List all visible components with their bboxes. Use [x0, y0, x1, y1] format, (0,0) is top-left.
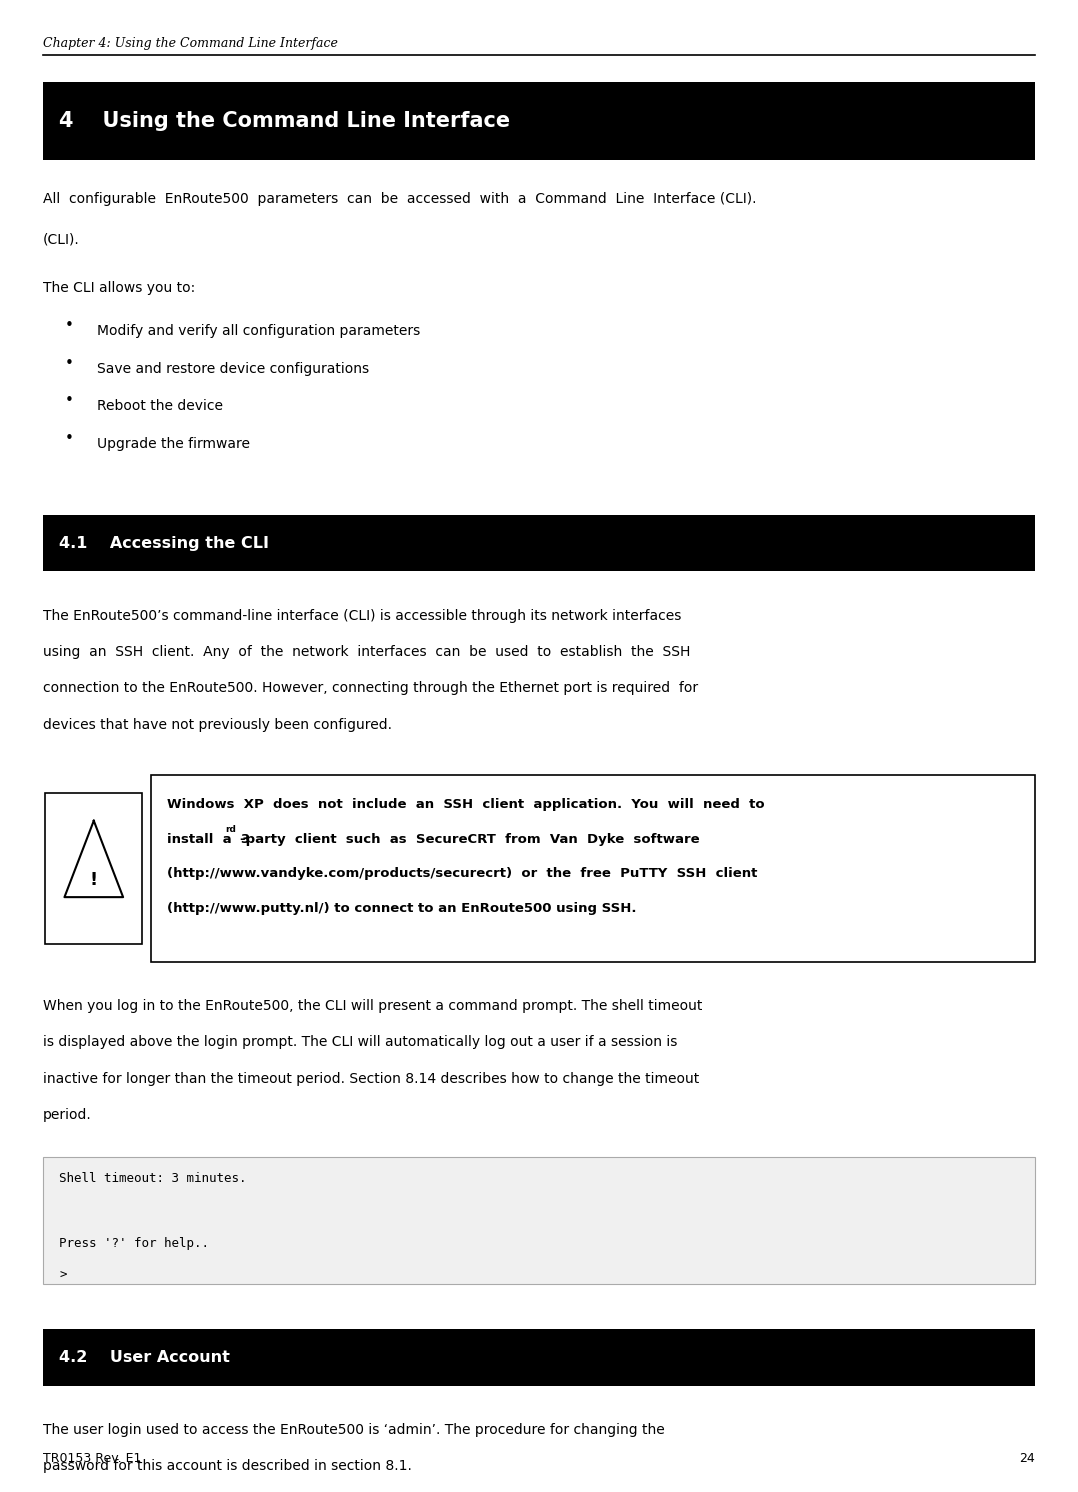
Text: -party  client  such  as  SecureCRT  from  Van  Dyke  software: -party client such as SecureCRT from Van… [240, 833, 700, 846]
Text: •: • [65, 318, 73, 333]
Text: Windows  XP  does  not  include  an  SSH  client  application.  You  will  need : Windows XP does not include an SSH clien… [167, 798, 764, 810]
FancyBboxPatch shape [151, 776, 1035, 962]
Text: 4.2    User Account: 4.2 User Account [59, 1350, 231, 1365]
Text: The user login used to access the EnRoute500 is ‘admin’. The procedure for chang: The user login used to access the EnRout… [43, 1423, 665, 1437]
FancyBboxPatch shape [43, 1329, 1035, 1386]
Text: Upgrade the firmware: Upgrade the firmware [97, 437, 250, 451]
Text: All  configurable  EnRoute500  parameters  can  be  accessed  with  a  Command  : All configurable EnRoute500 parameters c… [43, 192, 757, 206]
Text: using  an  SSH  client.  Any  of  the  network  interfaces  can  be  used  to  e: using an SSH client. Any of the network … [43, 645, 691, 659]
Text: password for this account is described in section 8.1.: password for this account is described i… [43, 1459, 412, 1473]
FancyBboxPatch shape [43, 82, 1035, 160]
FancyBboxPatch shape [43, 1158, 1035, 1285]
Text: is displayed above the login prompt. The CLI will automatically log out a user i: is displayed above the login prompt. The… [43, 1035, 677, 1049]
Text: (http://www.vandyke.com/products/securecrt)  or  the  free  PuTTY  SSH  client: (http://www.vandyke.com/products/securec… [167, 867, 758, 880]
Text: The EnRoute500’s command-line interface (CLI) is accessible through its network : The EnRoute500’s command-line interface … [43, 609, 681, 622]
Text: 4.1    Accessing the CLI: 4.1 Accessing the CLI [59, 536, 270, 551]
Text: Reboot the device: Reboot the device [97, 400, 223, 413]
Text: devices that have not previously been configured.: devices that have not previously been co… [43, 718, 392, 731]
Text: The CLI allows you to:: The CLI allows you to: [43, 280, 195, 295]
Text: install  a  3: install a 3 [167, 833, 250, 846]
Text: !: ! [89, 871, 98, 889]
Text: Press '?' for help..: Press '?' for help.. [59, 1237, 209, 1250]
Text: >: > [59, 1270, 67, 1282]
Text: inactive for longer than the timeout period. Section 8.14 describes how to chang: inactive for longer than the timeout per… [43, 1071, 700, 1086]
Text: •: • [65, 355, 73, 370]
Polygon shape [65, 821, 123, 897]
Text: 4    Using the Command Line Interface: 4 Using the Command Line Interface [59, 110, 510, 131]
Text: (CLI).: (CLI). [43, 233, 80, 246]
Text: rd: rd [225, 825, 236, 834]
Text: When you log in to the EnRoute500, the CLI will present a command prompt. The sh: When you log in to the EnRoute500, the C… [43, 1000, 703, 1013]
Text: •: • [65, 394, 73, 409]
Text: •: • [65, 431, 73, 446]
FancyBboxPatch shape [45, 794, 142, 944]
Text: Shell timeout: 3 minutes.: Shell timeout: 3 minutes. [59, 1173, 247, 1186]
Text: Chapter 4: Using the Command Line Interface: Chapter 4: Using the Command Line Interf… [43, 37, 338, 51]
Text: 24: 24 [1019, 1452, 1035, 1465]
Text: period.: period. [43, 1109, 92, 1122]
FancyBboxPatch shape [43, 515, 1035, 571]
Text: (http://www.putty.nl/) to connect to an EnRoute500 using SSH.: (http://www.putty.nl/) to connect to an … [167, 903, 637, 916]
Text: TR0153 Rev. E1: TR0153 Rev. E1 [43, 1452, 141, 1465]
Text: connection to the EnRoute500. However, connecting through the Ethernet port is r: connection to the EnRoute500. However, c… [43, 682, 699, 695]
Text: Save and restore device configurations: Save and restore device configurations [97, 361, 369, 376]
Text: Modify and verify all configuration parameters: Modify and verify all configuration para… [97, 324, 420, 339]
